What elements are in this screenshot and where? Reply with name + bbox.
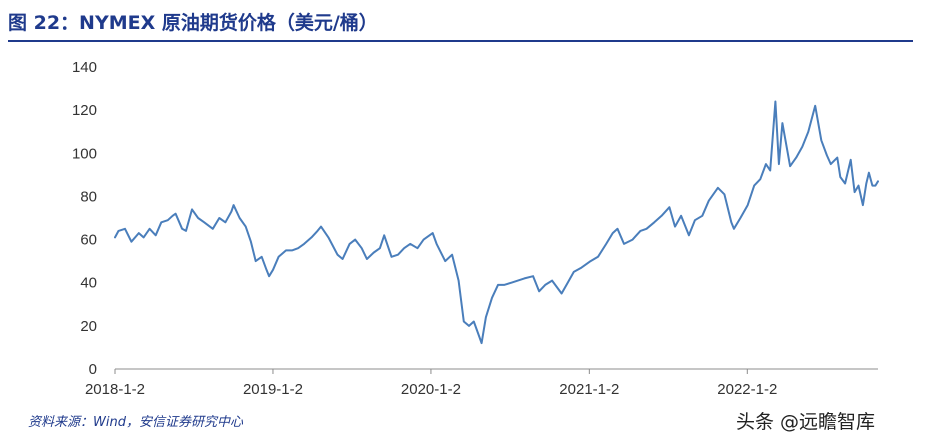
y-tick-label: 140 <box>72 59 97 76</box>
title-divider <box>8 40 913 42</box>
y-tick-label: 100 <box>72 145 97 162</box>
source-note: 资料来源：Wind，安信证券研究中心 <box>28 415 243 430</box>
y-tick-label: 80 <box>80 188 97 205</box>
figure-title: 图 22：NYMEX 原油期货价格（美元/桶） <box>8 12 378 34</box>
x-axis: 2018-1-2 2019-1-2 2020-1-2 2021-1-2 2022-1-2 <box>85 368 878 398</box>
y-tick-label: 20 <box>80 318 97 335</box>
x-tick-label: 2020-1-2 <box>401 381 461 398</box>
y-tick-label: 0 <box>89 361 97 378</box>
y-tick-label: 120 <box>72 102 97 119</box>
x-tick-label: 2022-1-2 <box>717 381 777 398</box>
y-tick-label: 40 <box>80 275 97 292</box>
price-series-line <box>114 100 879 345</box>
y-tick-label: 60 <box>80 232 97 249</box>
watermark: 头条 @远瞻智库 <box>736 411 876 433</box>
series-layer <box>114 100 879 345</box>
x-tick-label: 2018-1-2 <box>85 381 145 398</box>
x-tick-label: 2019-1-2 <box>243 381 303 398</box>
x-tick-label: 2021-1-2 <box>559 381 619 398</box>
y-axis: 0 20 40 60 80 100 120 140 <box>72 59 97 378</box>
